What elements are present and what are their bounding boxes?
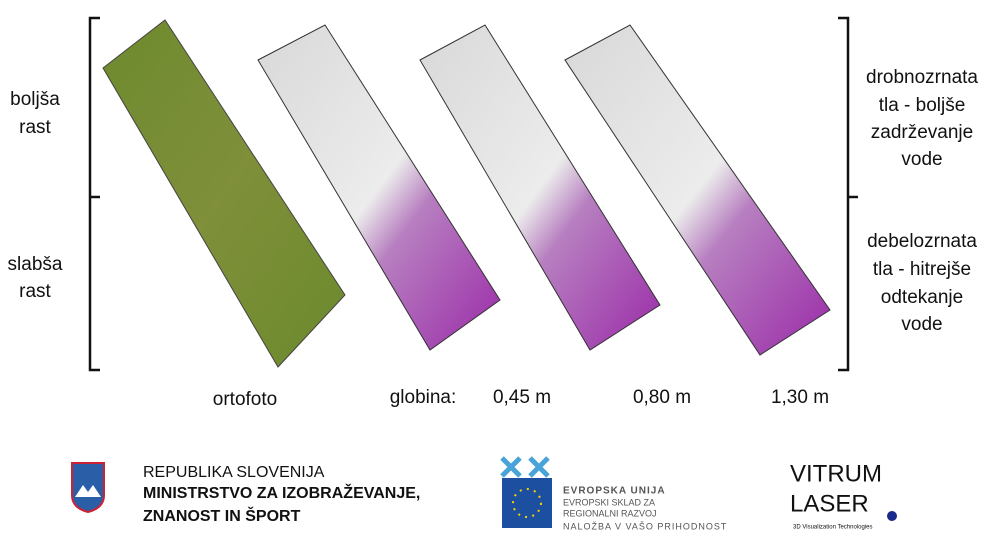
radargrams bbox=[257, 24, 831, 356]
label: tla - boljše bbox=[879, 95, 966, 116]
eu-text: EVROPSKA UNIJA bbox=[563, 486, 666, 497]
brackets bbox=[88, 16, 858, 372]
label: debelozrnata bbox=[867, 231, 977, 252]
label: odtekanje bbox=[881, 287, 963, 308]
label: vode bbox=[901, 314, 942, 335]
eu-text: EVROPSKI SKLAD ZA bbox=[563, 497, 655, 507]
coat-of-arms bbox=[71, 462, 105, 514]
ministry-text: MINISTRSTVO ZA IZOBRAŽEVANJE, bbox=[143, 483, 420, 502]
orthophoto bbox=[102, 19, 346, 368]
caption: 1,30 m bbox=[771, 387, 829, 408]
caption: ortofoto bbox=[213, 389, 277, 410]
label: boljša bbox=[10, 89, 60, 110]
vitrum-text: 3D Visualization Technologies bbox=[793, 525, 873, 531]
caption: 0,45 m bbox=[493, 387, 551, 408]
label: tla - hitrejše bbox=[873, 259, 971, 280]
vitrum-dot bbox=[887, 511, 897, 521]
vitrum-text: LASER bbox=[790, 490, 869, 517]
label: rast bbox=[19, 117, 51, 138]
eu-logo bbox=[500, 456, 552, 528]
caption: globina: bbox=[390, 387, 457, 408]
ministry-text: REPUBLIKA SLOVENIJA bbox=[143, 464, 325, 481]
ministry-text: ZNANOST IN ŠPORT bbox=[143, 506, 301, 525]
label: rast bbox=[19, 281, 51, 302]
eu-text: REGIONALNI RAZVOJ bbox=[563, 508, 657, 518]
label: drobnozrnata bbox=[866, 67, 978, 88]
label: zadrževanje bbox=[871, 122, 973, 143]
label: slabša bbox=[8, 254, 63, 275]
caption: 0,80 m bbox=[633, 387, 691, 408]
label: vode bbox=[901, 149, 942, 170]
vitrum-text: VITRUM bbox=[790, 460, 882, 487]
eu-text: NALOŽBA V VAŠO PRIHODNOST bbox=[563, 521, 727, 531]
